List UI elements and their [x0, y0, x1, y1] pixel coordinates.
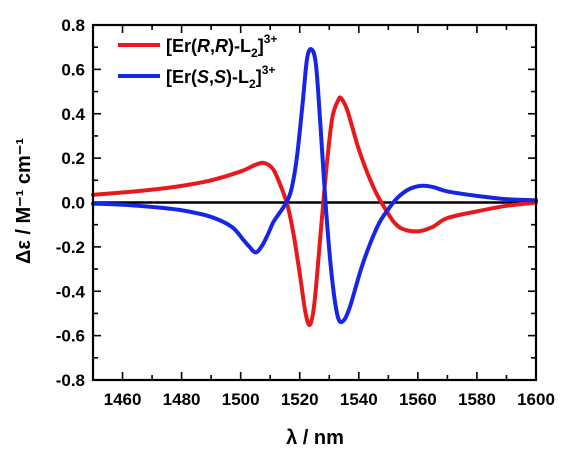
y-tick-label: 0.0 — [61, 194, 85, 213]
x-tick-labels: 1460 1480 1500 1520 1540 1560 1580 1600 — [104, 390, 555, 409]
y-axis-title: Δε / M⁻¹ cm⁻¹ — [13, 138, 35, 264]
x-tick-label: 1540 — [340, 390, 378, 409]
x-tick-label: 1520 — [281, 390, 319, 409]
x-axis-title: λ / nm — [286, 427, 344, 449]
y-tick-labels: 0.8 0.6 0.4 0.2 0.0 -0.2 -0.4 -0.6 -0.8 — [56, 16, 86, 390]
legend-label-ss: [Er(S,S)-L2]3+ — [166, 63, 275, 91]
x-tick-label: 1600 — [517, 390, 555, 409]
legend: [Er(R,R)-L2]3+ [Er(S,S)-L2]3+ — [118, 32, 277, 91]
y-tick-label: -0.4 — [56, 282, 86, 301]
x-tick-label: 1500 — [222, 390, 260, 409]
legend-label-rr: [Er(R,R)-L2]3+ — [166, 32, 277, 60]
plot-frame — [91, 23, 538, 382]
series-line-ss — [91, 47, 538, 325]
y-tick-label: 0.2 — [61, 149, 85, 168]
x-tick-label: 1480 — [163, 390, 201, 409]
y-tick-label: 0.8 — [61, 16, 85, 35]
y-tick-label: -0.8 — [56, 371, 85, 390]
x-tick-label: 1580 — [458, 390, 496, 409]
y-tick-label: -0.2 — [56, 238, 85, 257]
y-tick-label: -0.6 — [56, 327, 85, 346]
y-tick-label: 0.6 — [61, 60, 85, 79]
x-tick-label: 1560 — [399, 390, 437, 409]
series-layer — [91, 47, 538, 327]
series-line-rr — [91, 95, 538, 327]
y-tick-label: 0.4 — [61, 105, 85, 124]
x-tick-label: 1460 — [104, 390, 142, 409]
